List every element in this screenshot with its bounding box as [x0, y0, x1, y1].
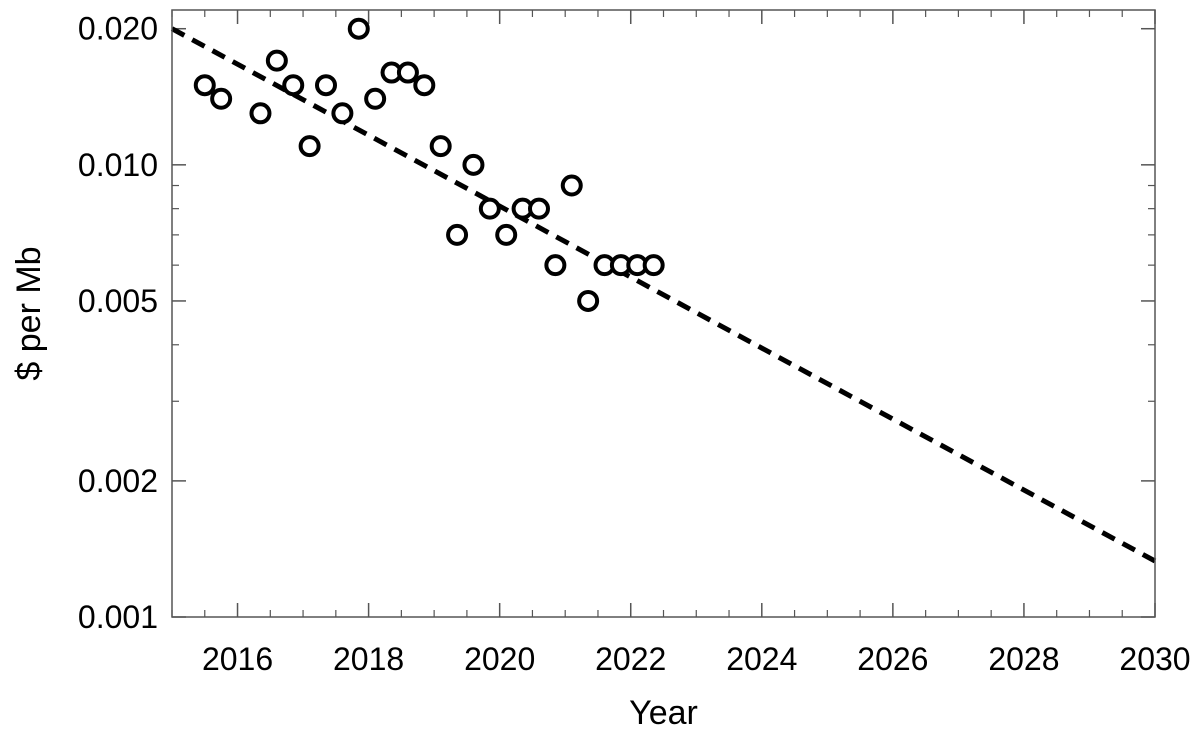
y-tick-labels: 0.001 0.002 0.005 0.010 0.020	[78, 11, 158, 635]
x-tick-labels: 2016 2018 2020 2022 2024 2026 2028 2030	[202, 641, 1191, 677]
x-tick-label: 2030	[1119, 641, 1190, 677]
plot-frame	[171, 9, 1156, 618]
data-point	[478, 197, 501, 220]
data-point	[193, 74, 216, 97]
data-point	[315, 74, 338, 97]
data-point	[462, 153, 485, 176]
data-point	[331, 102, 354, 125]
x-tick-label: 2024	[726, 641, 797, 677]
data-point	[527, 197, 550, 220]
data-point	[396, 61, 419, 84]
trend-line	[170, 26, 1157, 564]
y-tick-label: 0.002	[78, 463, 158, 499]
y-tick-label: 0.010	[78, 147, 158, 183]
data-point	[429, 135, 452, 158]
y-tick-label: 0.005	[78, 283, 158, 319]
x-tick-label: 2026	[857, 641, 928, 677]
x-axis-label: Year	[629, 694, 698, 732]
data-point	[642, 254, 665, 277]
y-axis-label: $ per Mb	[10, 246, 48, 380]
data-point	[364, 87, 387, 110]
data-point	[210, 87, 233, 110]
data-point	[544, 254, 567, 277]
x-tick-label: 2028	[988, 641, 1059, 677]
x-tick-label: 2020	[464, 641, 535, 677]
data-point	[298, 135, 321, 158]
y-minor-ticks	[172, 184, 1155, 402]
data-point	[249, 102, 272, 125]
x-tick-label: 2016	[202, 641, 273, 677]
data-point	[446, 223, 469, 246]
data-point	[495, 223, 518, 246]
data-point	[577, 289, 600, 312]
data-point	[347, 17, 370, 40]
x-tick-label: 2018	[333, 641, 404, 677]
axis-ticks	[171, 10, 1156, 618]
x-tick-label: 2022	[595, 641, 666, 677]
y-tick-label: 0.020	[78, 11, 158, 47]
data-point	[560, 174, 583, 197]
data-points	[193, 17, 665, 312]
y-tick-label: 0.001	[78, 599, 158, 635]
data-point	[413, 74, 436, 97]
data-point	[265, 49, 288, 72]
data-point	[282, 74, 305, 97]
